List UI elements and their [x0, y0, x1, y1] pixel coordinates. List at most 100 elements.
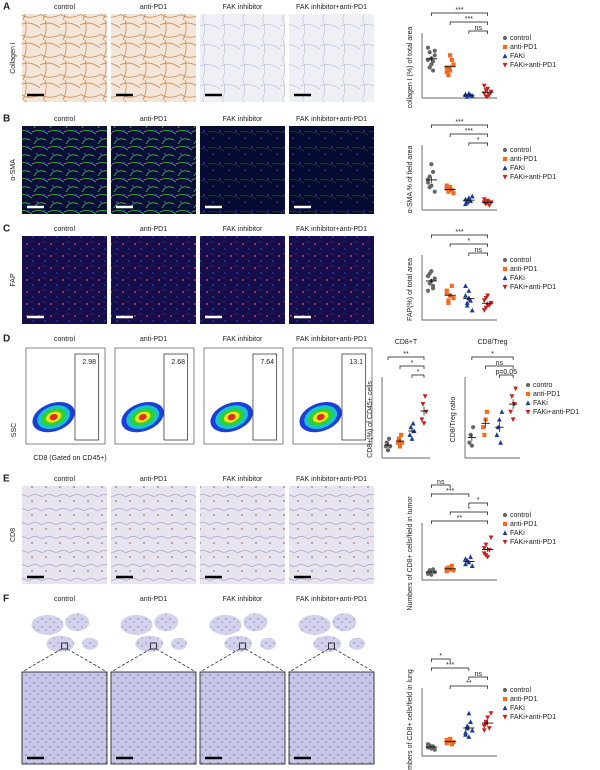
- dot: [483, 719, 489, 725]
- column-label: FAK inhibitor: [223, 336, 263, 343]
- sig-bracket: [431, 234, 488, 238]
- dot: [446, 300, 451, 306]
- panel-label: C: [3, 224, 10, 235]
- dot: [463, 729, 468, 735]
- sig-bracket: [468, 142, 488, 146]
- panel-label: D: [3, 334, 10, 345]
- tissue: [31, 614, 64, 635]
- dot: [446, 189, 451, 194]
- thumbnail: [22, 606, 107, 660]
- density: [138, 413, 147, 421]
- dot: [464, 302, 470, 308]
- tissue: [171, 637, 187, 650]
- dot: [444, 291, 449, 296]
- dot: [421, 421, 427, 426]
- y-axis-label: FAP(%) of total area: [407, 258, 414, 321]
- gate: [163, 353, 189, 441]
- dot: [494, 432, 500, 437]
- column-label: anti-PD1: [140, 226, 167, 233]
- micrograph: [111, 14, 196, 102]
- dot: [466, 710, 472, 716]
- dot: [482, 432, 487, 437]
- micrograph: [200, 486, 285, 584]
- dot: [466, 734, 472, 739]
- panel-label: B: [3, 114, 10, 125]
- sig-label: ***: [455, 7, 463, 14]
- dot: [483, 295, 489, 301]
- row-label: FAP: [10, 273, 17, 287]
- micrograph: [289, 236, 374, 324]
- dot: [481, 728, 487, 733]
- column-label: FAK inhibitor+anti-PD1: [296, 596, 367, 603]
- column-label: control: [54, 4, 75, 11]
- dot: [451, 191, 456, 196]
- micrograph: [21, 671, 108, 765]
- dot: [444, 288, 449, 293]
- chart-title: CD8+T: [395, 339, 418, 346]
- legend-label: FAKi: [533, 400, 548, 407]
- sig-bracket: [387, 356, 425, 360]
- sig-bracket: [431, 658, 451, 662]
- micrograph: [200, 236, 285, 324]
- tissue: [65, 613, 90, 632]
- density: [227, 413, 236, 421]
- y-axis-label: collagen I (%) of total area: [407, 27, 414, 109]
- legend-label: anti-PD1: [510, 521, 537, 528]
- sig-label: *: [477, 137, 480, 144]
- legend-label: contro: [533, 382, 553, 389]
- y-axis-label: CD8+(%) of CD45+ cells: [367, 381, 374, 458]
- sig-label: **: [457, 515, 463, 522]
- sig-label: ns: [475, 247, 483, 254]
- dot: [385, 448, 391, 453]
- legend-label: FAKi: [510, 275, 525, 282]
- column-label: control: [54, 116, 75, 123]
- column-label: FAK inhibitor+anti-PD1: [296, 336, 367, 343]
- tissue: [349, 637, 365, 650]
- dot: [449, 563, 454, 568]
- sig-label: ***: [465, 128, 473, 135]
- legend-label: FAKi+anti-PD1: [510, 62, 556, 69]
- column-label: FAK inhibitor+anti-PD1: [296, 116, 367, 123]
- tissue: [243, 613, 268, 632]
- micrograph: [200, 126, 285, 214]
- micrograph: [200, 14, 285, 102]
- tissue: [82, 637, 98, 650]
- micrograph: [22, 486, 107, 584]
- flow-x-label: CD8 (Gated on CD45+): [33, 455, 106, 462]
- dot: [485, 715, 491, 721]
- column-label: FAK inhibitor+anti-PD1: [296, 476, 367, 483]
- column-label: anti-PD1: [140, 336, 167, 343]
- dot: [430, 169, 436, 174]
- column-label: FAK inhibitor: [223, 476, 263, 483]
- row-label: α-SMA: [10, 159, 17, 181]
- dot: [420, 402, 426, 407]
- sig-bracket: [449, 511, 488, 515]
- dot: [429, 572, 434, 577]
- dot: [432, 747, 437, 752]
- dot: [525, 409, 531, 415]
- density: [316, 413, 325, 421]
- chart-title: CD8/Treg: [477, 339, 507, 346]
- legend-label: control: [510, 257, 531, 264]
- dot: [464, 300, 470, 306]
- sig-label: ***: [446, 488, 454, 495]
- dot: [449, 188, 454, 193]
- micrograph: [199, 671, 286, 765]
- dot: [395, 440, 400, 445]
- dot: [449, 57, 454, 62]
- dot: [408, 424, 414, 430]
- legend-label: anti-PD1: [510, 266, 537, 273]
- dot: [525, 382, 531, 388]
- column-label: FAK inhibitor: [223, 4, 263, 11]
- dot: [469, 193, 475, 199]
- dot: [481, 724, 487, 729]
- panel-label: A: [3, 2, 10, 13]
- sig-label: p=0.05: [495, 369, 517, 376]
- thumbnail: [200, 606, 285, 660]
- sig-label: **: [403, 351, 409, 358]
- dot: [502, 687, 508, 693]
- sig-bracket: [468, 252, 488, 256]
- dot: [502, 156, 508, 162]
- dot: [466, 288, 472, 293]
- dot: [481, 425, 486, 430]
